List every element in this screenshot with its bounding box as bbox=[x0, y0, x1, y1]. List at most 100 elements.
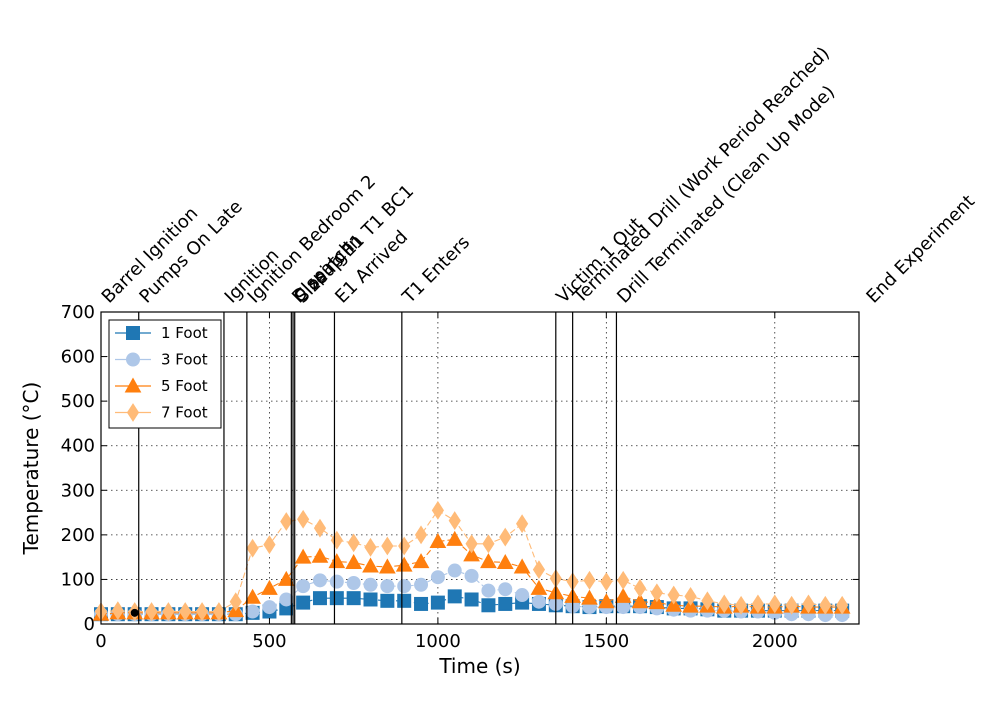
data-point bbox=[614, 587, 632, 603]
legend-item: 3 Foot bbox=[115, 351, 208, 369]
y-tick-label: 600 bbox=[61, 347, 95, 368]
legend-marker bbox=[126, 352, 140, 367]
data-point bbox=[329, 591, 344, 606]
data-point bbox=[650, 583, 663, 603]
data-point bbox=[381, 536, 394, 556]
data-point bbox=[515, 588, 530, 603]
data-point bbox=[530, 579, 548, 595]
data-point bbox=[751, 594, 765, 614]
data-point bbox=[312, 573, 327, 588]
x-tick-label: 500 bbox=[252, 631, 286, 652]
data-point bbox=[280, 512, 293, 531]
data-point bbox=[261, 579, 278, 595]
data-point bbox=[447, 589, 462, 604]
data-point bbox=[513, 558, 531, 574]
x-axis-title: Time (s) bbox=[438, 654, 520, 678]
y-axis-title: Temperature (°C) bbox=[19, 382, 43, 556]
data-point bbox=[430, 570, 445, 585]
data-point bbox=[162, 602, 175, 621]
data-point bbox=[362, 557, 379, 573]
data-point bbox=[481, 598, 496, 613]
y-tick-label: 0 bbox=[84, 614, 95, 635]
data-point bbox=[363, 592, 378, 607]
data-point bbox=[346, 575, 361, 590]
data-point bbox=[482, 534, 495, 554]
y-tick-label: 400 bbox=[61, 436, 95, 457]
plot-frame bbox=[100, 311, 860, 625]
data-point bbox=[363, 577, 378, 592]
data-point bbox=[262, 600, 277, 615]
data-point bbox=[429, 533, 447, 549]
legend-item: 1 Foot bbox=[115, 324, 208, 342]
data-point bbox=[597, 593, 615, 609]
data-point bbox=[499, 527, 512, 547]
data-point bbox=[633, 578, 647, 598]
data-point bbox=[600, 572, 613, 592]
y-tick-label: 200 bbox=[61, 525, 95, 546]
data-point bbox=[297, 509, 310, 529]
data-point bbox=[464, 592, 479, 607]
legend: 1 Foot 3 Foot 5 Foot 7 Foot bbox=[108, 319, 222, 429]
data-point bbox=[718, 594, 731, 614]
data-point bbox=[617, 570, 630, 590]
data-point bbox=[496, 553, 514, 569]
x-tick-label: 1500 bbox=[583, 631, 629, 652]
data-point bbox=[581, 589, 598, 605]
reference-dot bbox=[130, 608, 139, 617]
data-point bbox=[448, 511, 461, 531]
y-tick-label: 500 bbox=[61, 391, 95, 412]
event-label: End Experiment bbox=[862, 191, 979, 308]
legend-label: 5 Foot bbox=[161, 377, 208, 395]
data-point bbox=[802, 594, 815, 614]
data-point bbox=[398, 536, 411, 556]
y-tick-label: 300 bbox=[61, 480, 95, 501]
data-point bbox=[819, 595, 832, 615]
event-label: Drill Terminated (Clean Up Mode) bbox=[613, 82, 839, 308]
data-point bbox=[836, 595, 849, 615]
legend-label: 1 Foot bbox=[161, 324, 208, 342]
data-point bbox=[667, 585, 680, 605]
data-point bbox=[480, 553, 497, 569]
legend-label: 7 Foot bbox=[161, 404, 208, 422]
data-point bbox=[684, 586, 697, 606]
legend-label: 3 Foot bbox=[161, 351, 208, 369]
data-point bbox=[330, 530, 343, 550]
x-tick-label: 0 bbox=[95, 631, 106, 652]
legend-marker bbox=[124, 377, 142, 393]
data-point bbox=[212, 602, 226, 621]
data-point bbox=[431, 500, 444, 520]
data-point bbox=[665, 596, 683, 612]
data-point bbox=[463, 546, 480, 562]
data-point bbox=[328, 553, 346, 569]
data-point bbox=[464, 568, 479, 583]
data-point bbox=[312, 591, 327, 606]
data-point bbox=[414, 596, 429, 611]
data-point bbox=[313, 518, 327, 538]
data-point bbox=[414, 525, 428, 545]
data-point bbox=[229, 592, 242, 612]
data-point bbox=[465, 534, 478, 554]
y-tick-label: 100 bbox=[61, 569, 95, 590]
data-point bbox=[631, 593, 649, 609]
data-point bbox=[263, 535, 276, 555]
data-point bbox=[447, 563, 462, 578]
data-point bbox=[311, 547, 329, 563]
legend-item: 5 Foot bbox=[115, 377, 208, 395]
data-point bbox=[395, 556, 413, 572]
data-point bbox=[296, 579, 311, 594]
data-point bbox=[701, 591, 714, 611]
tick-layer: 0 500 1000 1500 2000 0 100 200 300 400 500 600 700 bbox=[61, 302, 859, 652]
x-tick-label: 1000 bbox=[415, 631, 461, 652]
data-point bbox=[346, 591, 361, 606]
data-point bbox=[111, 601, 124, 621]
data-point bbox=[329, 574, 344, 589]
data-point bbox=[296, 595, 311, 610]
x-tick-label: 2000 bbox=[752, 631, 798, 652]
legend-marker bbox=[126, 403, 140, 422]
data-point bbox=[583, 570, 596, 590]
data-point bbox=[145, 602, 158, 621]
data-point bbox=[380, 579, 395, 594]
data-point bbox=[446, 530, 464, 546]
